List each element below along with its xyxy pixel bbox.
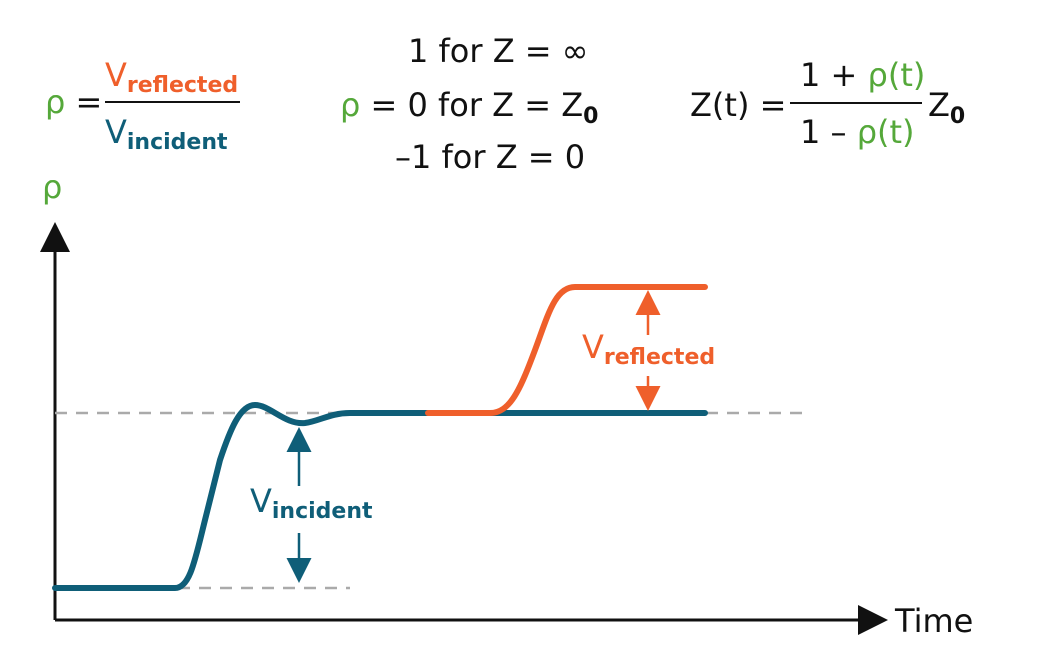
rho: ρ: [45, 83, 65, 121]
v: V: [105, 56, 127, 94]
rho: ρ(t): [857, 113, 915, 151]
rho: ρ: [340, 86, 360, 124]
sub: reflected: [127, 73, 238, 98]
reflected-label: Vreflected: [582, 328, 715, 370]
prefix: 1 +: [800, 56, 857, 94]
v: V: [250, 482, 272, 520]
sub: incident: [127, 130, 228, 155]
numerator: 1 + ρ(t): [800, 56, 925, 94]
case-text: = 0 for Z = Z: [370, 86, 583, 124]
prefix: 1 –: [800, 113, 847, 151]
v: V: [582, 328, 604, 366]
incident-label: Vincident: [250, 482, 373, 524]
rho: ρ(t): [868, 56, 926, 94]
case-line: –1 for Z = 0: [395, 138, 585, 176]
v: V: [105, 113, 127, 151]
incident-curve: [52, 401, 708, 591]
x-axis-label: Time: [894, 602, 973, 640]
sub: incident: [272, 499, 373, 524]
denominator: 1 – ρ(t): [800, 113, 915, 151]
equals: =: [75, 83, 102, 121]
case-line: ρ = 0 for Z = Z0: [340, 86, 598, 129]
impedance-lhs: Z(t) =: [690, 86, 786, 124]
rho-formula: ρ =: [45, 83, 102, 121]
numerator: Vreflected: [105, 56, 238, 98]
case-line: 1 for Z = ∞: [408, 32, 588, 70]
sub: 0: [583, 104, 598, 129]
reflected-curve: [425, 284, 708, 416]
sub: reflected: [604, 345, 715, 370]
z: Z: [928, 86, 950, 124]
sub: 0: [950, 104, 965, 129]
denominator: Vincident: [105, 113, 228, 155]
y-axis-label: ρ: [42, 168, 62, 206]
z0: Z0: [928, 86, 965, 129]
